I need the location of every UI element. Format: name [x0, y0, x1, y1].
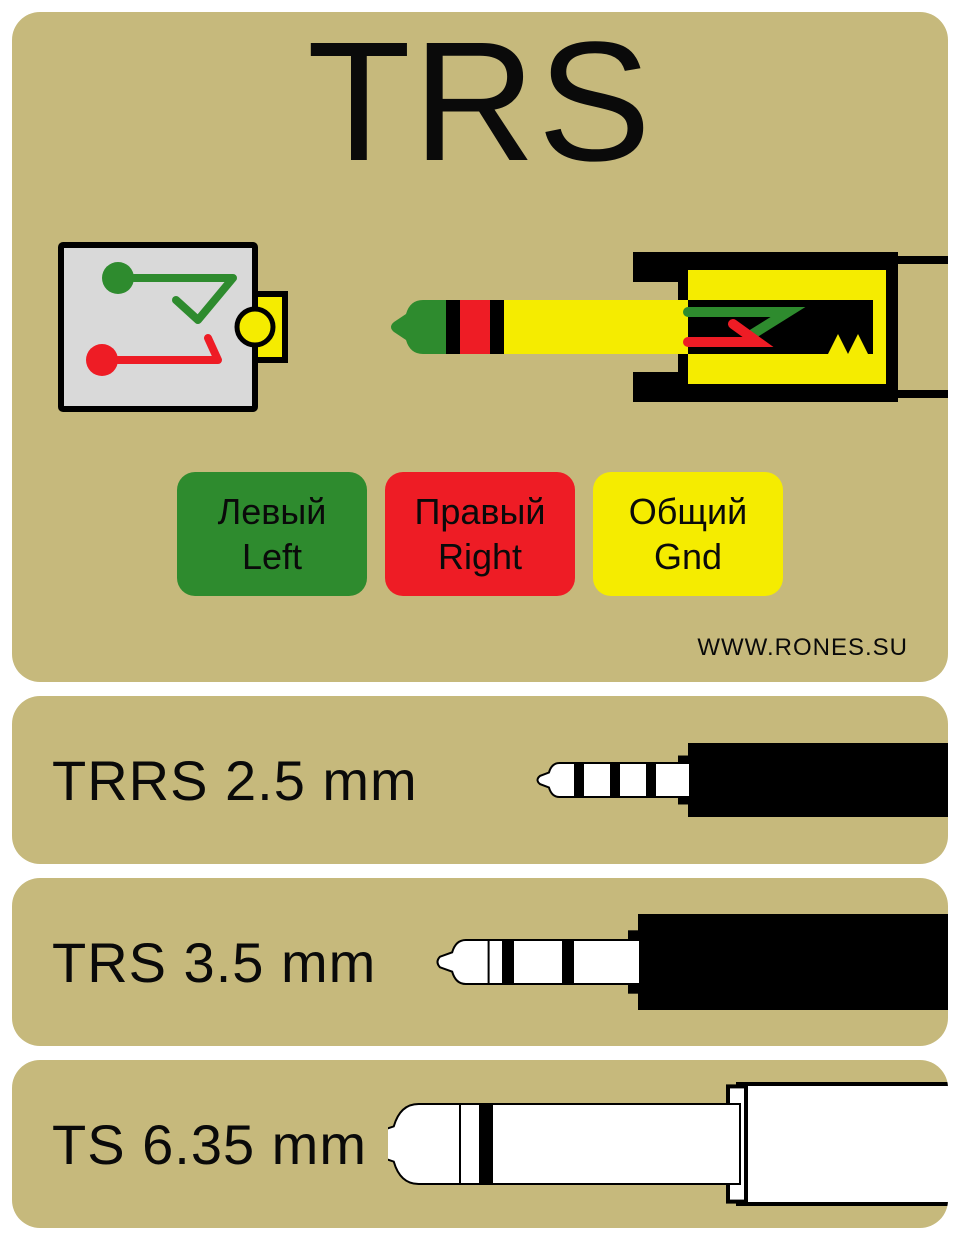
legend-en: Gnd — [654, 534, 722, 579]
credit-url: WWW.RONES.SU — [697, 634, 908, 662]
jack-row-trs35: TRS 3.5 mm — [12, 878, 948, 1046]
main-panel: TRS Левый Left — [12, 12, 948, 682]
plug-inserted-diagram — [388, 242, 948, 412]
legend-en: Left — [242, 534, 302, 579]
jack-illustration — [452, 878, 948, 1046]
legend: Левый Left Правый Right Общий Gnd — [12, 472, 948, 596]
jack-row-trrs25: TRRS 2.5 mm — [12, 696, 948, 864]
legend-gnd: Общий Gnd — [593, 472, 783, 596]
page-title: TRS — [12, 4, 948, 200]
legend-ru: Общий — [629, 489, 747, 534]
legend-right: Правый Right — [385, 472, 575, 596]
schematic-diagram — [58, 242, 288, 412]
legend-en: Right — [438, 534, 522, 579]
legend-left: Левый Left — [177, 472, 367, 596]
legend-ru: Левый — [218, 489, 327, 534]
jack-illustration — [452, 1060, 948, 1228]
jack-row-ts635: TS 6.35 mm — [12, 1060, 948, 1228]
legend-ru: Правый — [414, 489, 545, 534]
jack-illustration — [452, 696, 948, 864]
